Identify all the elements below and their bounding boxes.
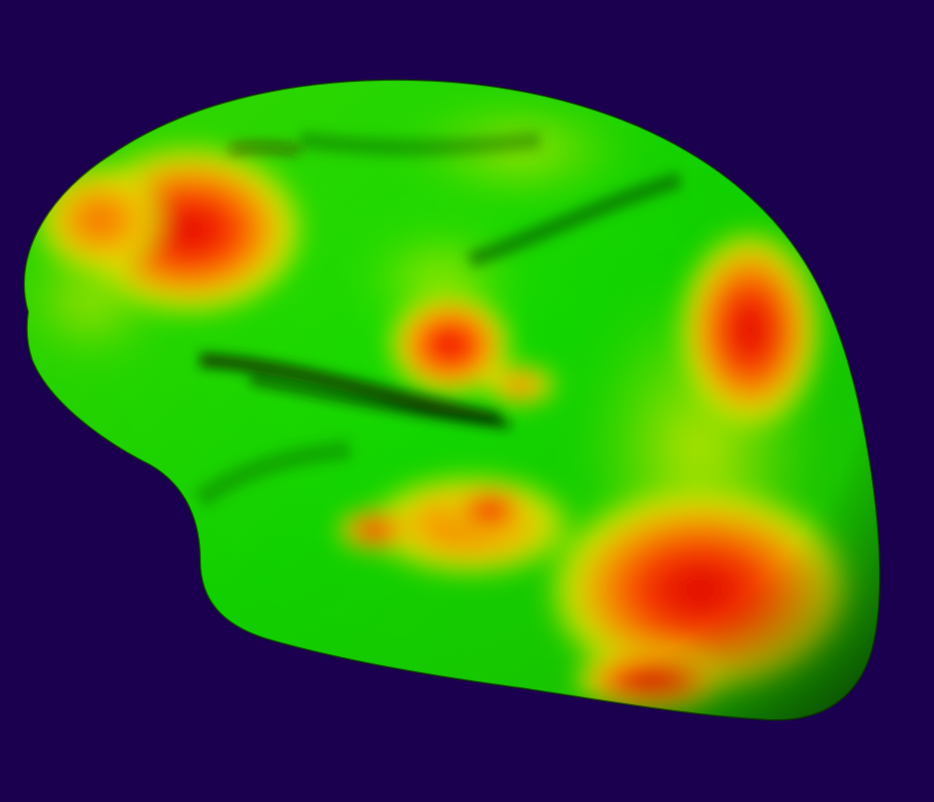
3d-viewport[interactable] <box>0 0 934 802</box>
render-canvas[interactable] <box>0 0 934 802</box>
